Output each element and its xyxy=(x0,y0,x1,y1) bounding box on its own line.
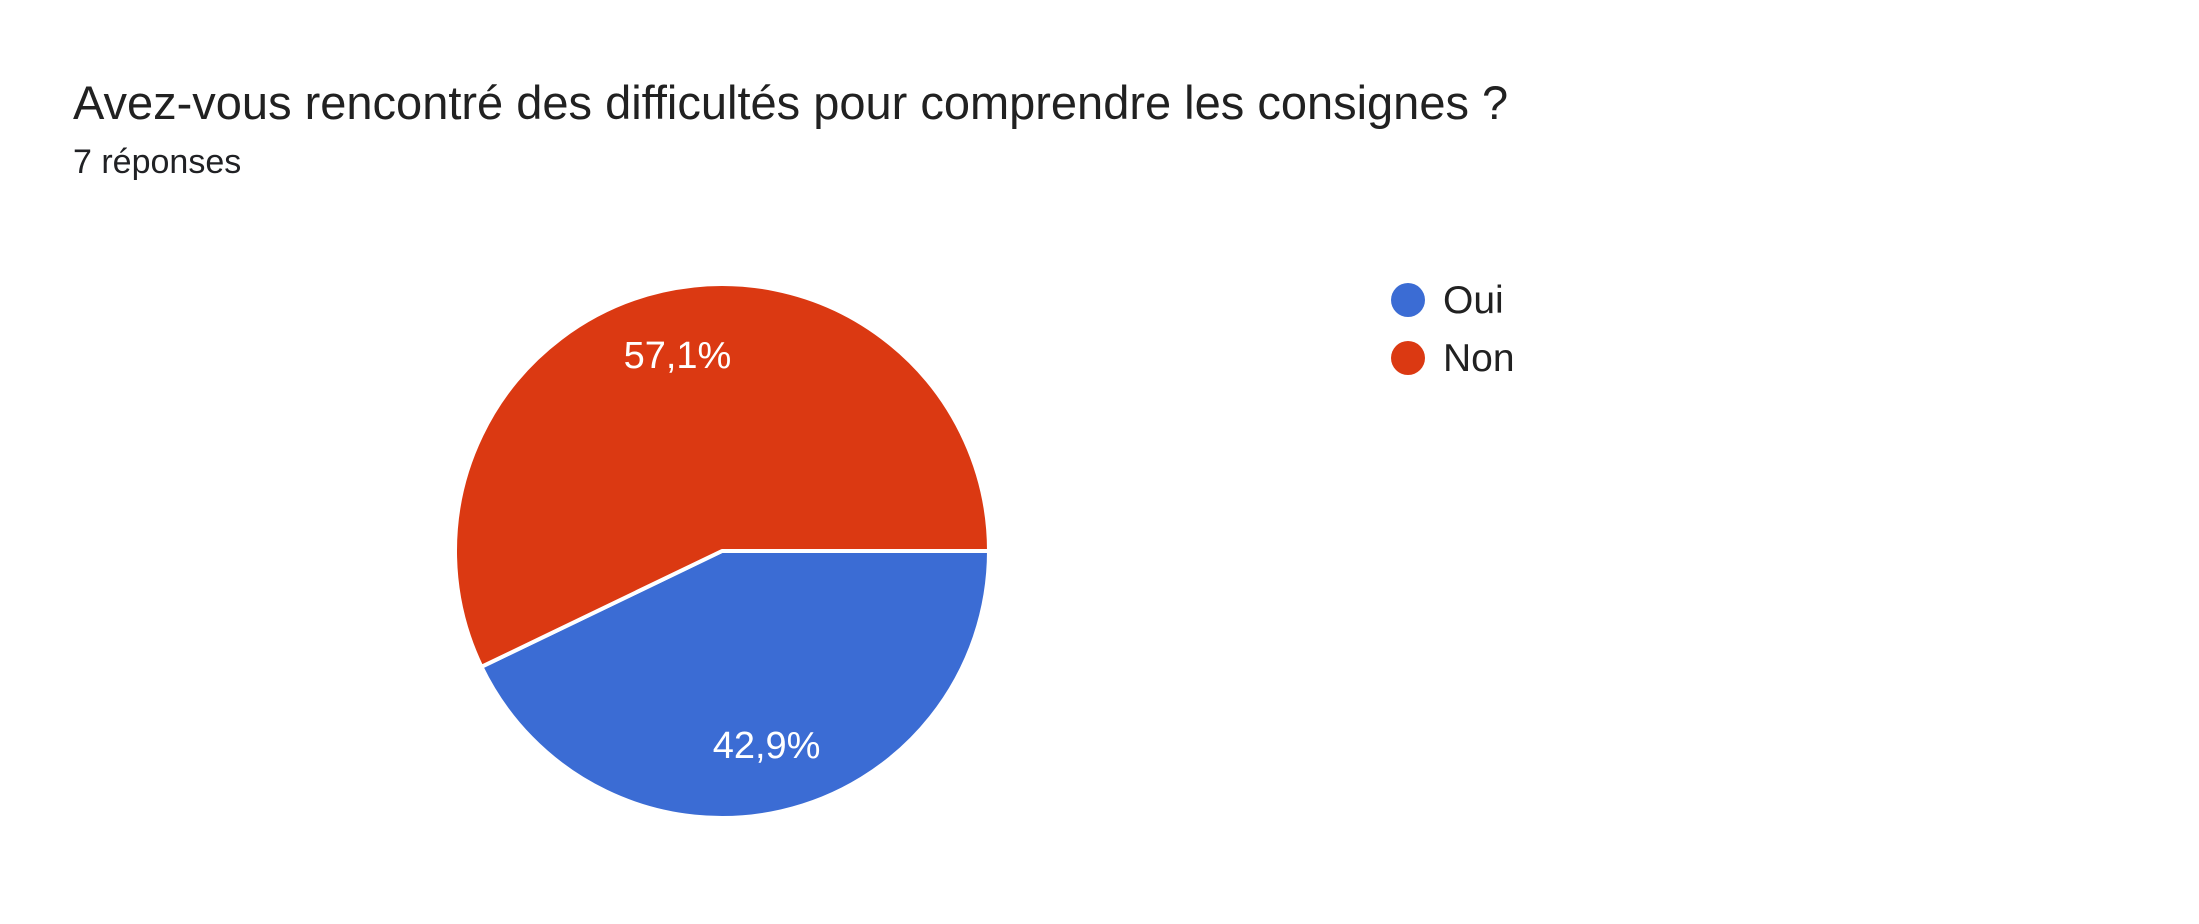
legend-swatch-non xyxy=(1391,341,1425,375)
pie-slice-label-oui: 42,9% xyxy=(713,725,821,767)
pie-chart-area: 42,9% 57,1% xyxy=(442,271,1002,831)
response-count: 7 réponses xyxy=(73,143,242,181)
question-title: Avez-vous rencontré des difficultés pour… xyxy=(73,76,1509,129)
pie-slice-oui[interactable] xyxy=(479,549,991,821)
pie-slice-label-non: 57,1% xyxy=(624,335,732,377)
legend-item-non: Non xyxy=(1391,329,1515,387)
legend-label-oui: Oui xyxy=(1443,278,1504,322)
chart-legend: Oui Non xyxy=(1391,271,1515,387)
pie-chart[interactable]: 42,9% 57,1% xyxy=(442,271,1002,831)
legend-item-oui: Oui xyxy=(1391,271,1515,329)
legend-swatch-oui xyxy=(1391,283,1425,317)
pie-slice-non[interactable] xyxy=(453,282,991,669)
legend-label-non: Non xyxy=(1443,336,1515,380)
